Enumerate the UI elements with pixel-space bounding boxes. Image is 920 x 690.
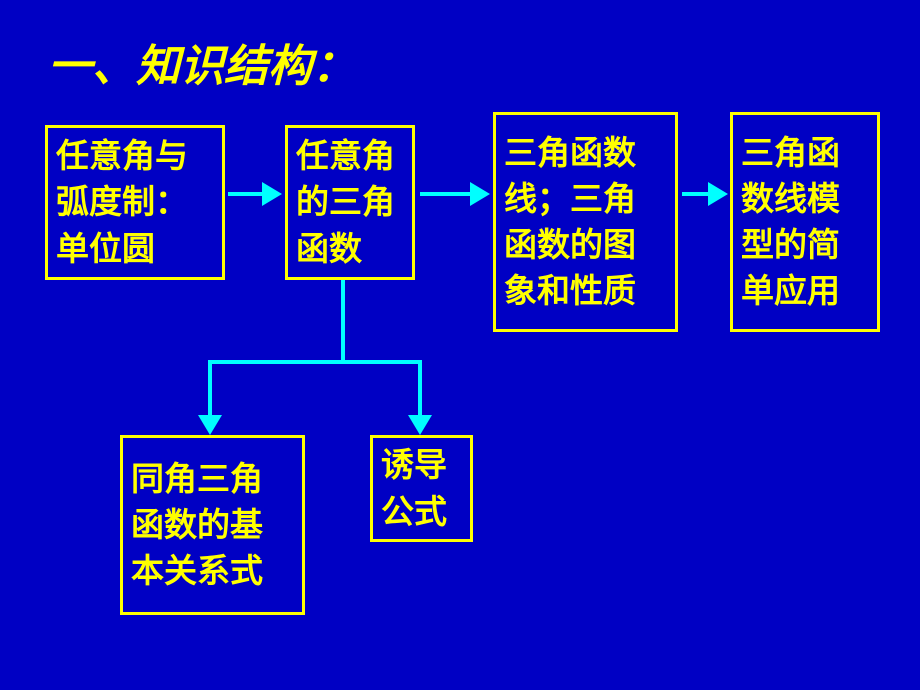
node-label: 诱导公式 [381, 442, 462, 534]
connector-line [208, 360, 212, 415]
arrow-down-icon [408, 415, 432, 435]
node-label: 任意角与弧度制：单位圆 [56, 133, 214, 272]
node-same-angle-relations: 同角三角函数的基本关系式 [120, 435, 305, 615]
node-trig-functions: 任意角的三角函数 [285, 125, 415, 280]
node-label: 三角函数线模型的简单应用 [741, 130, 869, 315]
arrow-right-icon [682, 192, 710, 196]
node-label: 三角函数线；三角函数的图象和性质 [504, 130, 667, 315]
page-title: 一、知识结构： [48, 30, 356, 94]
connector-line [210, 360, 420, 364]
node-label: 同角三角函数的基本关系式 [131, 456, 294, 595]
node-induction-formula: 诱导公式 [370, 435, 473, 542]
connector-line [418, 360, 422, 415]
node-label: 任意角的三角函数 [296, 133, 404, 272]
node-trig-graphs: 三角函数线；三角函数的图象和性质 [493, 112, 678, 332]
connector-line [341, 280, 345, 360]
node-arbitrary-angle: 任意角与弧度制：单位圆 [45, 125, 225, 280]
arrow-right-icon [228, 192, 264, 196]
node-trig-applications: 三角函数线模型的简单应用 [730, 112, 880, 332]
arrow-down-icon [198, 415, 222, 435]
arrow-right-icon [420, 192, 472, 196]
